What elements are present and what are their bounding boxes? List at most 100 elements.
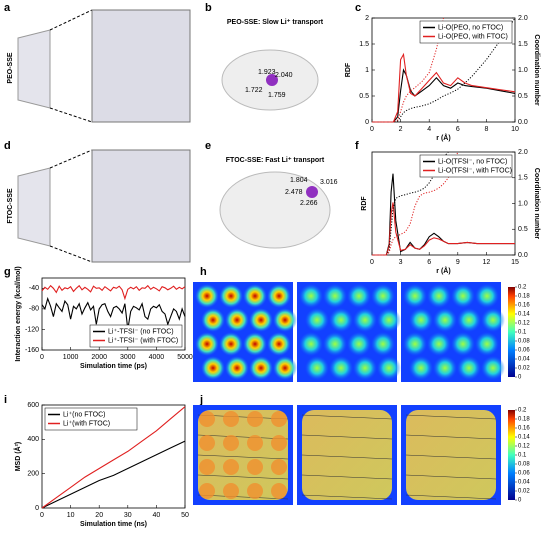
heat-spot xyxy=(223,483,239,499)
distance: 3.016 xyxy=(320,179,338,186)
heat-spot xyxy=(195,332,219,356)
legend-label: Li-O(PEO, with FTOC) xyxy=(438,33,508,40)
heat-spot xyxy=(377,308,401,332)
heat-spot xyxy=(347,284,371,308)
series-line xyxy=(372,68,516,123)
y2-tick-label: 1.0 xyxy=(518,200,528,207)
heat-spot xyxy=(225,356,249,380)
plot-frame xyxy=(41,277,186,351)
sample-label: FTOC-SSE xyxy=(7,188,14,224)
box-small xyxy=(17,29,51,109)
legend-label: Li-O(TFSI⁻, with FTOC) xyxy=(438,167,512,174)
panel-b: b PEO-SSE: Slow Li⁺ transport 1.923 2.04… xyxy=(205,2,324,111)
colorbar-tick-label: 0.2 xyxy=(518,408,527,414)
heat-spot xyxy=(201,308,225,332)
y-axis-label: MSD (Å²) xyxy=(13,442,22,472)
panel-label: h xyxy=(200,266,207,278)
y-tick-label: 400 xyxy=(27,436,39,443)
heat-spot xyxy=(271,411,287,427)
x-tick-label: 3000 xyxy=(120,354,136,361)
heat-spot xyxy=(457,308,481,332)
colorbar-tick-label: 0.02 xyxy=(518,489,530,495)
x-axis-label: r (Å) xyxy=(436,266,450,275)
colorbar-tick-label: 0 xyxy=(518,498,522,504)
x-tick-label: 3 xyxy=(399,259,403,266)
colorbar-tick-label: 0.14 xyxy=(518,312,530,318)
y-tick-label: -120 xyxy=(25,326,39,333)
heat-spot xyxy=(409,308,433,332)
heat-region xyxy=(198,410,288,500)
y2-axis-label: Coordination number xyxy=(533,34,540,105)
y-tick-label: 0.5 xyxy=(359,93,369,100)
heat-spot xyxy=(481,356,505,380)
heat-spot xyxy=(403,284,427,308)
series-line xyxy=(372,151,459,256)
colorbar-tick-label: 0.18 xyxy=(518,417,530,423)
panel-label: j xyxy=(199,394,203,406)
panel-label: i xyxy=(4,394,7,406)
y-tick-label: 0 xyxy=(35,505,39,512)
x-axis-label: Simulation time (ns) xyxy=(80,521,147,528)
zoom-line xyxy=(49,149,93,169)
colorbar-tick-label: 0.2 xyxy=(518,285,527,291)
heat-spot xyxy=(223,411,239,427)
heat-spot xyxy=(247,459,263,475)
heat-spot xyxy=(403,332,427,356)
heat-spot xyxy=(249,308,273,332)
legend-label: Li⁺(no FTOC) xyxy=(63,411,105,418)
legend-box xyxy=(44,407,138,431)
panel-d: d FTOC-SSE xyxy=(4,140,191,263)
series-line xyxy=(372,173,515,256)
colorbar-tick-label: 0.12 xyxy=(518,444,530,450)
y-tick-label: -80 xyxy=(29,306,39,313)
series-line xyxy=(372,17,444,123)
zoom-line xyxy=(49,245,93,263)
panel-label: g xyxy=(4,266,11,278)
heat-spot xyxy=(409,356,433,380)
y2-axis-label: Coordination number xyxy=(533,168,540,239)
panel-label: f xyxy=(355,140,359,152)
y2-tick-label: 1.0 xyxy=(518,67,528,74)
distance: 1.804 xyxy=(290,177,308,184)
colorbar-tick-label: 0.14 xyxy=(518,435,530,441)
x-tick-label: 10 xyxy=(67,512,75,519)
heat-spot xyxy=(199,483,215,499)
distance: 2.040 xyxy=(275,72,293,79)
heat-spot xyxy=(271,435,287,451)
colorbar-tick-label: 0.1 xyxy=(518,453,527,459)
y-tick-label: 200 xyxy=(27,471,39,478)
x-tick-label: 15 xyxy=(511,259,519,266)
colorbar-tick-label: 0.1 xyxy=(518,330,527,336)
y2-tick-label: 1.5 xyxy=(518,41,528,48)
colorbar-tick-label: 0.04 xyxy=(518,480,530,486)
x-tick-label: 40 xyxy=(153,512,161,519)
y-tick-label: 0 xyxy=(365,119,369,126)
panel-label: a xyxy=(4,2,11,14)
y-tick-label: -40 xyxy=(29,285,39,292)
heat-spot xyxy=(353,356,377,380)
heat-spot xyxy=(353,308,377,332)
mesh-line xyxy=(301,474,393,480)
x-tick-label: 4000 xyxy=(149,354,165,361)
series-line xyxy=(41,284,186,301)
legend-label: Li⁺-TFSI⁻ (with FTOC) xyxy=(108,337,178,344)
y-tick-label: 2 xyxy=(365,15,369,22)
panel-label: b xyxy=(205,2,212,14)
heat-spot xyxy=(219,332,243,356)
mesh-line xyxy=(197,474,289,480)
heat-spot xyxy=(199,459,215,475)
li-ion xyxy=(266,74,278,86)
heat-spot xyxy=(329,308,353,332)
colorbar xyxy=(508,410,515,500)
box-large xyxy=(91,9,191,123)
heat-spot xyxy=(371,332,395,356)
heat-spot xyxy=(199,411,215,427)
x-tick-label: 5000 xyxy=(177,354,193,361)
sample-label: PEO-SSE xyxy=(7,52,14,83)
x-tick-label: 6 xyxy=(456,126,460,133)
x-tick-label: 0 xyxy=(40,354,44,361)
heat-spot xyxy=(195,284,219,308)
x-tick-label: 2 xyxy=(399,126,403,133)
y-tick-label: 1 xyxy=(365,67,369,74)
